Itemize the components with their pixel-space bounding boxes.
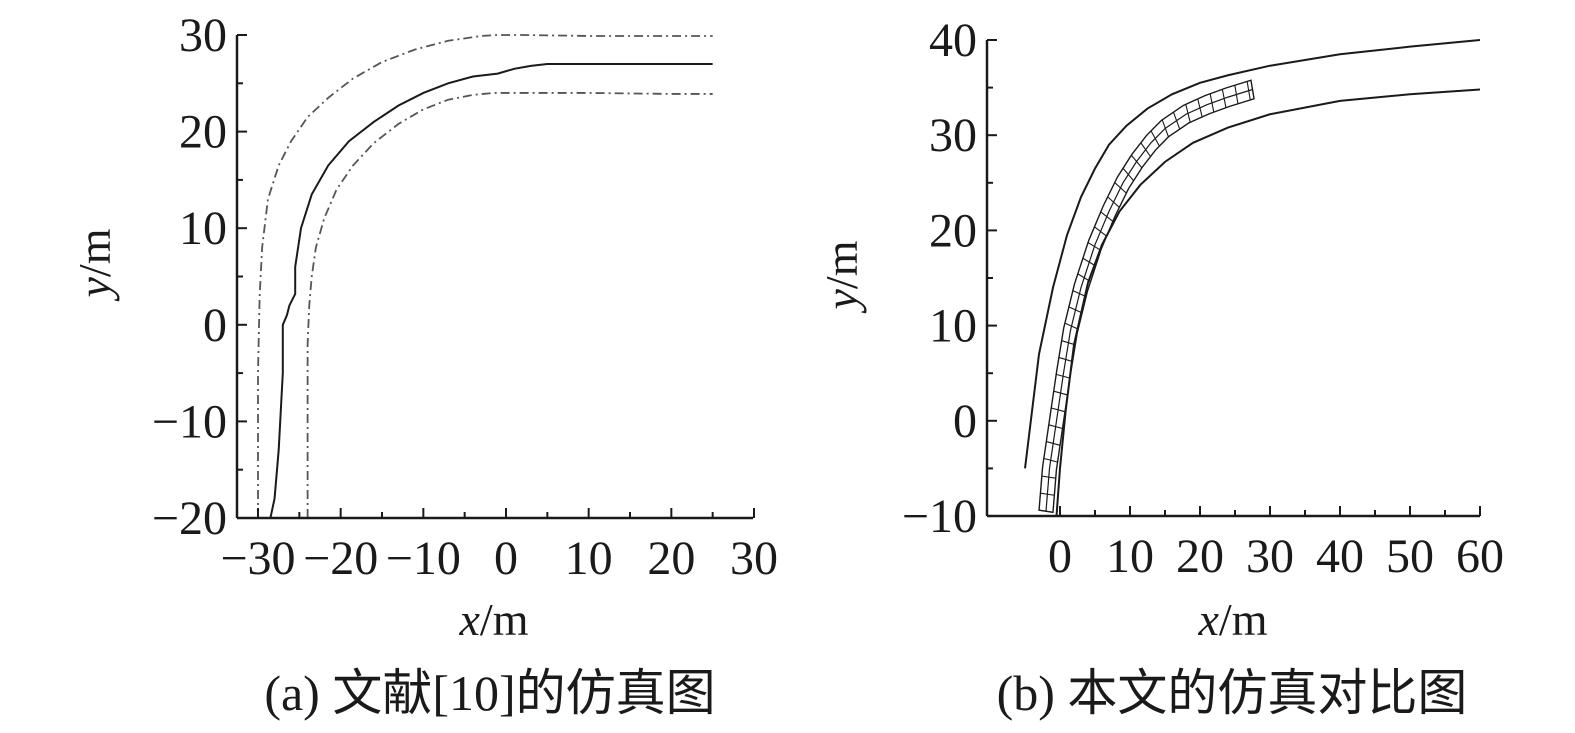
vehicle-footprint-mark [1041, 475, 1056, 479]
vehicle-footprint-mark [1043, 457, 1058, 463]
y-tick-label: −10 [902, 490, 977, 543]
series-line-2 [1055, 88, 1481, 517]
x-tick-label: 40 [1316, 530, 1364, 583]
y-tick-label: 30 [929, 109, 977, 162]
panel-b-y-label: y/m [816, 240, 867, 313]
vehicle-footprint-mark [1051, 407, 1066, 413]
y-tick-label: −10 [152, 395, 227, 448]
series-line-1 [257, 34, 713, 518]
vehicle-footprint-mark [1140, 142, 1151, 157]
vehicle-footprint-mark [1058, 356, 1073, 363]
series-line-2 [269, 62, 713, 519]
x-tick-label: 0 [1048, 530, 1072, 583]
x-tick-label: 0 [494, 532, 518, 585]
y-tick-label: 20 [929, 204, 977, 257]
vehicle-footprint-mark [1094, 226, 1107, 237]
x-tick-label: 60 [1456, 530, 1504, 583]
y-tick-label: 0 [953, 395, 977, 448]
vehicle-footprint-mark [1061, 340, 1076, 346]
x-tick-label: 20 [647, 532, 695, 585]
y-tick-label: 10 [179, 202, 227, 255]
vehicle-footprint-mark [1040, 492, 1055, 496]
y-tick-label: 20 [179, 106, 227, 159]
vehicle-footprint-mark [1053, 390, 1068, 396]
panel-a-caption: (a) 文献[10]的仿真图 [264, 665, 715, 721]
x-tick-label: 10 [1106, 530, 1154, 583]
y-tick-label: 0 [203, 299, 227, 352]
vehicle-footprint-mark [1114, 182, 1127, 194]
vehicle-footprint-mark [1172, 111, 1181, 130]
vehicle-footprint-mark [1161, 119, 1169, 138]
vehicle-footprint-mark [1234, 85, 1239, 104]
vehicle-footprint-mark [1077, 273, 1091, 283]
series-line-1 [1024, 39, 1481, 469]
vehicle-footprint-mark [1221, 89, 1227, 108]
vehicle-path-centerline [1045, 88, 1253, 512]
vehicle-footprint-mark [1197, 98, 1203, 118]
vehicle-footprint-mark [1130, 154, 1143, 169]
x-tick-label: −10 [386, 532, 461, 585]
panel-b-series-layer [1024, 39, 1481, 517]
panel-b: 0 10 20 30 40 50 60 −10 0 10 20 30 40 x/m y/m (b) 本文… [816, 14, 1504, 721]
vehicle-footprint-mark [1046, 441, 1061, 446]
vehicle-footprint-mark [1185, 104, 1191, 123]
series-line-3 [306, 92, 713, 518]
y-tick-label: 30 [179, 9, 227, 62]
panel-a-y-label: y/m [69, 228, 120, 301]
y-tick-label: −20 [152, 492, 227, 545]
x-tick-label: 30 [730, 532, 778, 585]
panel-a-x-label: x/m [459, 594, 529, 645]
vehicle-footprint-mark [1107, 196, 1120, 208]
y-tick-label: 10 [929, 300, 977, 353]
x-tick-label: −20 [303, 532, 378, 585]
vehicle-footprint-mark [1246, 81, 1251, 101]
vehicle-footprint-mark [1150, 130, 1160, 147]
x-tick-label: 20 [1176, 530, 1224, 583]
vehicle-footprint-mark [1072, 290, 1087, 298]
x-tick-label: 50 [1386, 530, 1434, 583]
y-tick-label: 40 [929, 14, 977, 67]
x-tick-label: 10 [565, 532, 613, 585]
vehicle-footprint-mark [1209, 93, 1215, 113]
vehicle-footprint-mark [1087, 242, 1102, 251]
vehicle-footprint-mark [1122, 167, 1135, 182]
vehicle-footprint-mark [1038, 509, 1054, 513]
vehicle-footprint-mark [1048, 424, 1063, 430]
vehicle-footprint-mark [1056, 373, 1071, 379]
x-tick-label: 30 [1246, 530, 1294, 583]
vehicle-swept-band [1038, 79, 1255, 514]
x-tick-label: −30 [220, 532, 295, 585]
vehicle-footprint-mark [1100, 211, 1114, 222]
panel-b-x-label: x/m [1198, 594, 1268, 645]
vehicle-footprint-mark [1068, 306, 1083, 314]
panel-b-caption: (b) 本文的仿真对比图 [997, 665, 1468, 721]
panel-b-ticks: 0 10 20 30 40 50 60 −10 0 10 20 30 40 [902, 14, 1504, 583]
panel-a-series-layer [257, 34, 713, 519]
vehicle-footprint-mark [1064, 322, 1079, 330]
vehicle-footprint-mark [1082, 257, 1096, 267]
